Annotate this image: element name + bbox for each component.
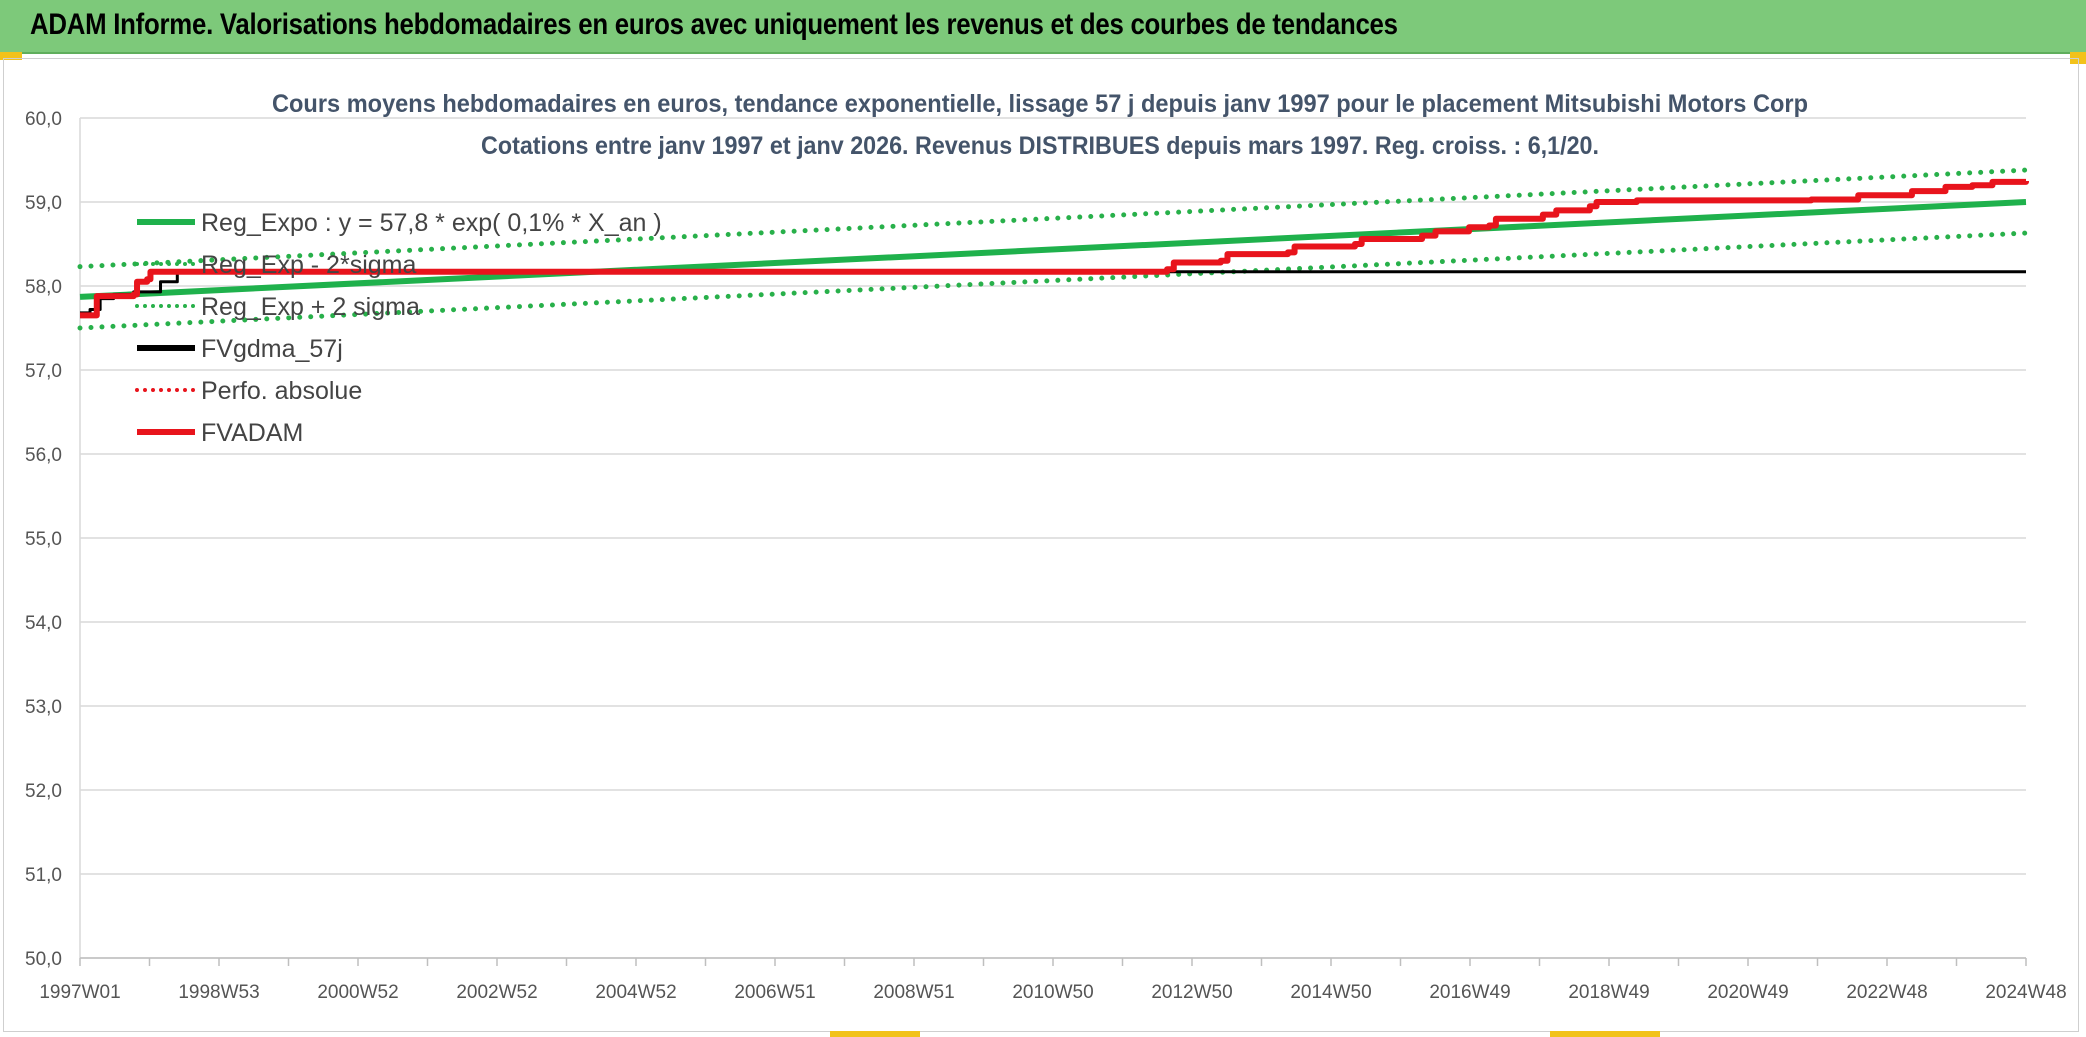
y-tick-label: 57,0 (25, 361, 62, 382)
y-tick-label: 58,0 (25, 277, 62, 298)
chart-title: Cours moyens hebdomadaires en euros, ten… (272, 90, 1808, 118)
y-tick-label: 54,0 (25, 613, 62, 634)
x-tick-label: 2012W50 (1151, 982, 1232, 1003)
chart-legend: Reg_Expo : y = 57,8 * exp( 0,1% * X_an )… (135, 209, 662, 447)
report-banner: ADAM Informe. Valorisations hebdomadaire… (0, 0, 2086, 54)
x-tick-label: 2004W52 (595, 982, 676, 1003)
x-tick-label: 2014W50 (1290, 982, 1371, 1003)
bottom-accent (1550, 1031, 1660, 1037)
series-fvadam (80, 178, 2029, 319)
legend-label: Reg_Exp + 2 sigma (201, 293, 420, 321)
x-tick-label: 2020W49 (1707, 982, 1788, 1003)
legend-label: Perfo. absolue (201, 377, 362, 405)
legend-label: FVADAM (201, 419, 303, 447)
legend-label: Reg_Exp - 2*sigma (201, 251, 416, 279)
bottom-accent (830, 1031, 920, 1037)
y-tick-label: 56,0 (25, 445, 62, 466)
y-axis-ticks: 50,0 51,0 52,0 53,0 54,0 55,0 56,0 57,0 58,0 59,0… (25, 109, 62, 970)
y-tick-label: 51,0 (25, 865, 62, 886)
x-tick-label: 2010W50 (1012, 982, 1093, 1003)
report-title: ADAM Informe. Valorisations hebdomadaire… (30, 8, 1398, 41)
x-tick-label: 2018W49 (1568, 982, 1649, 1003)
x-tick-label: 2022W48 (1846, 982, 1927, 1003)
legend-label: Reg_Expo : y = 57,8 * exp( 0,1% * X_an ) (201, 209, 662, 237)
chart-subtitle: Cotations entre janv 1997 et janv 2026. … (481, 132, 1599, 160)
corner-accent-left (0, 52, 22, 60)
x-tick-label: 2000W52 (317, 982, 398, 1003)
y-tick-label: 55,0 (25, 529, 62, 550)
x-tick-label: 2016W49 (1429, 982, 1510, 1003)
x-tick-label: 1997W01 (39, 982, 120, 1003)
y-tick-label: 50,0 (25, 949, 62, 970)
x-tick-label: 2024W48 (1985, 982, 2066, 1003)
chart-frame (3, 58, 2079, 1032)
y-tick-label: 59,0 (25, 193, 62, 214)
chart-grid (80, 117, 2026, 959)
series-reg-expo-y-57-8-exp-0-1-x-an (79, 199, 2027, 300)
x-tick-label: 2006W51 (734, 982, 815, 1003)
y-tick-label: 53,0 (25, 697, 62, 718)
x-tick-label: 2008W51 (873, 982, 954, 1003)
x-axis-ticks: 1997W01 1998W53 2000W52 2002W52 2004W52 2006W… (39, 958, 2067, 1003)
x-tick-label: 1998W53 (178, 982, 259, 1003)
y-tick-label: 60,0 (25, 109, 62, 130)
series-lines (77, 167, 2029, 331)
x-tick-label: 2002W52 (456, 982, 537, 1003)
legend-label: FVgdma_57j (201, 335, 343, 363)
y-tick-label: 52,0 (25, 781, 62, 802)
